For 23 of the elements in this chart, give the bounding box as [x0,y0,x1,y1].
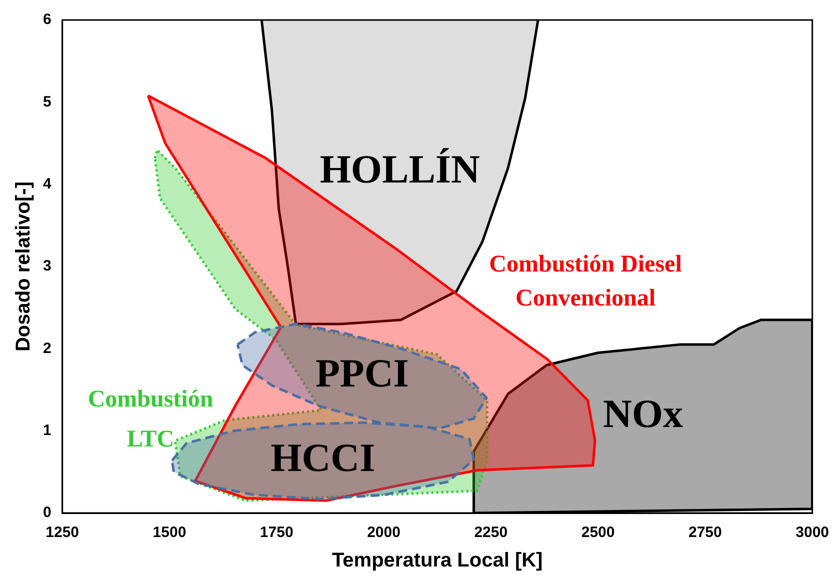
y-tick-label: 4 [43,175,52,192]
x-tick-label: 3000 [796,524,830,542]
y-tick-label: 3 [43,258,52,275]
x-tick-label: 2500 [581,524,615,542]
y-tick-label: 2 [43,340,52,357]
x-tick-label: 2250 [474,524,508,542]
x-tick-label: 2750 [688,524,722,542]
y-tick-label: 0 [43,504,52,522]
y-tick-label: 5 [43,93,52,110]
x-axis-title: Temperatura Local [K] [332,550,543,572]
x-tick-label: 1500 [152,524,186,542]
series-label: HCCI [270,435,376,480]
y-tick-label: 1 [43,422,52,439]
x-tick-label: 1750 [260,524,294,542]
y-tick-label: 6 [43,11,52,28]
x-tick-label: 2000 [367,524,400,542]
series-label: PPCI [315,350,409,396]
series-label: NOx [603,390,684,436]
x-tick-label: 1250 [46,524,80,542]
y-axis-title: Dosado relativo[-] [12,181,35,352]
series-label: HOLLÍN [320,146,480,192]
annotation: Combustión LTC [88,386,214,452]
annotation: Combustión Diesel Convencional [489,251,682,312]
